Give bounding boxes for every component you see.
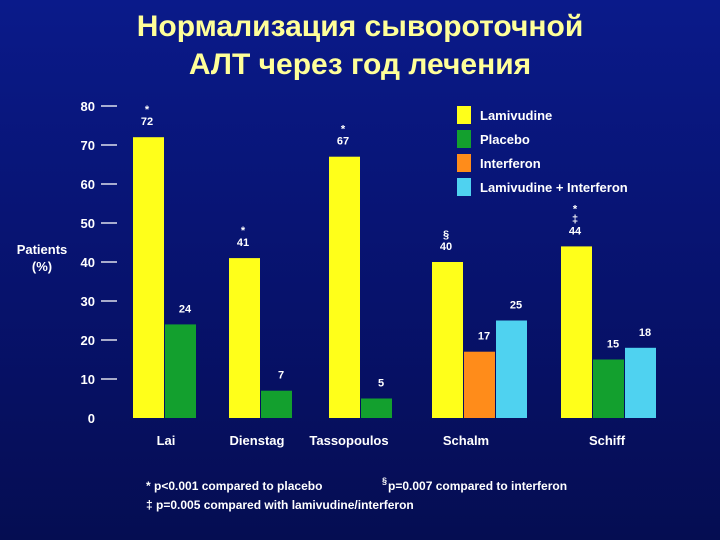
bar-schiff-lamivudine-interferon [625,347,656,418]
y-tick-label-40: 40 [81,255,95,270]
footnote-1a: * p<0.001 compared to placebo [146,479,322,493]
bar-schalm-lamivudine [432,262,463,418]
category-label-tassopoulos: Tassopoulos [309,433,388,448]
legend-label-lamivudine: Lamivudine [480,108,552,123]
y-tick-label-50: 50 [81,216,95,231]
bar-tassopoulos-lamivudine [329,156,360,418]
value-label-schiff-lamivudine-interferon: 18 [639,327,651,339]
legend-swatch-interferon [457,154,471,172]
y-axis-label-line-1: Patients [17,242,68,257]
bar-schalm-lamivudine-interferon [496,320,527,418]
y-axis-label-line-2: (%) [32,259,52,274]
value-label-lai-lamivudine: 72 [141,116,153,128]
bar-schiff-lamivudine [561,246,592,418]
bar-dienstag-lamivudine [229,258,260,418]
y-tick-label-60: 60 [81,177,95,192]
value-label-dienstag-lamivudine: 41 [237,237,249,249]
chart-title: Нормализация сывороточной АЛТ через год … [0,8,720,84]
footnotes: * p<0.001 compared to placebo § p=0.007 … [146,476,567,512]
bar-lai-placebo [165,324,196,418]
y-tick-label-30: 30 [81,294,95,309]
value-label-schalm-lamivudine: 40 [440,241,452,253]
value-label-schalm-lamivudine-interferon: 25 [510,300,522,312]
value-label-tassopoulos-placebo: 5 [378,378,384,390]
legend-swatch-lamivudine-interferon [457,178,471,196]
value-label-schiff-placebo: 15 [607,339,619,351]
significance-mark-tassopoulos-lamivudine-1: * [341,124,346,136]
y-tick-label-20: 20 [81,333,95,348]
legend-label-placebo: Placebo [480,132,530,147]
significance-mark-dienstag-lamivudine-1: * [241,225,246,237]
y-axis: 0 10 20 30 40 50 60 70 80 Patients (%) [17,99,117,426]
y-tick-label-10: 10 [81,372,95,387]
category-label-schiff: Schiff [589,433,626,448]
title-line-2: АЛТ через год лечения [188,48,532,81]
legend-swatch-placebo [457,130,471,148]
bar-tassopoulos-placebo [361,398,392,418]
value-label-dienstag-placebo: 7 [278,370,284,382]
footnote-2: ‡ p=0.005 compared with lamivudine/inter… [146,498,414,512]
legend-label-lamivudine-interferon: Lamivudine + Interferon [480,180,628,195]
value-label-tassopoulos-lamivudine: 67 [337,136,349,148]
significance-mark-schiff-lamivudine-2: ‡ [572,213,578,225]
y-tick-label-70: 70 [81,138,95,153]
value-label-lai-placebo: 24 [179,303,192,315]
bar-lai-lamivudine [133,137,164,418]
y-tick-label-80: 80 [81,99,95,114]
footnote-1b-superscript: § [382,476,387,486]
y-tick-label-0: 0 [88,411,95,426]
category-label-schalm: Schalm [443,433,489,448]
bar-schiff-placebo [593,359,624,418]
title-line-1: Нормализация сывороточной [136,10,584,43]
legend-label-interferon: Interferon [480,156,541,171]
legend-swatch-lamivudine [457,106,471,124]
significance-mark-lai-lamivudine-1: * [145,104,150,116]
footnote-1b: p=0.007 compared to interferon [388,479,567,493]
bar-dienstag-placebo [261,390,292,418]
significance-mark-schalm-lamivudine-1: § [443,229,449,241]
value-label-schalm-interferon: 17 [478,331,490,343]
value-label-schiff-lamivudine: 44 [569,225,582,237]
legend: Lamivudine Placebo Interferon Lamivudine + … [457,106,628,196]
significance-mark-schiff-lamivudine-1: * [573,203,578,215]
category-label-dienstag: Dienstag [230,433,285,448]
bar-schalm-interferon [464,351,495,418]
category-label-lai: Lai [157,433,176,448]
